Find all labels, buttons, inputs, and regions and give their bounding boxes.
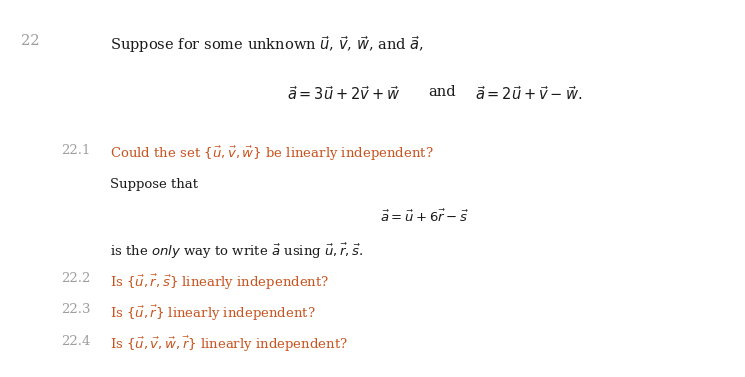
Text: Is $\{\vec{u}, \vec{r}\}$ linearly independent?: Is $\{\vec{u}, \vec{r}\}$ linearly indep… — [110, 303, 316, 323]
Text: 22.4: 22.4 — [61, 335, 90, 348]
Text: is the $\it{only}$ way to write $\vec{a}$ using $\vec{u}, \vec{r}, \vec{s}$.: is the $\it{only}$ way to write $\vec{a}… — [110, 241, 364, 261]
Text: Suppose that: Suppose that — [110, 178, 198, 191]
Text: $\vec{a} = 2\vec{u} + \vec{v} - \vec{w}.$: $\vec{a} = 2\vec{u} + \vec{v} - \vec{w}.… — [475, 85, 583, 103]
Text: 22.2: 22.2 — [61, 272, 90, 285]
Text: Suppose for some unknown $\vec{u}$, $\vec{v}$, $\vec{w}$, and $\vec{a}$,: Suppose for some unknown $\vec{u}$, $\ve… — [110, 34, 424, 55]
Text: Could the set $\{\vec{u}, \vec{v}, \vec{w}\}$ be linearly independent?: Could the set $\{\vec{u}, \vec{v}, \vec{… — [110, 144, 434, 163]
Text: 22.3: 22.3 — [61, 303, 91, 316]
Text: Is $\{\vec{u}, \vec{v}, \vec{w}, \vec{r}\}$ linearly independent?: Is $\{\vec{u}, \vec{v}, \vec{w}, \vec{r}… — [110, 335, 348, 354]
Text: 22: 22 — [21, 34, 39, 48]
Text: $\vec{a} = 3\vec{u} + 2\vec{v} + \vec{w}$: $\vec{a} = 3\vec{u} + 2\vec{v} + \vec{w}… — [287, 85, 400, 103]
Text: $\vec{a} = \vec{u} + 6\vec{r} - \vec{s}$: $\vec{a} = \vec{u} + 6\vec{r} - \vec{s}$ — [380, 208, 469, 225]
Text: 22.1: 22.1 — [61, 144, 90, 157]
Text: Is $\{\vec{u}, \vec{r}, \vec{s}\}$ linearly independent?: Is $\{\vec{u}, \vec{r}, \vec{s}\}$ linea… — [110, 272, 329, 291]
Text: and: and — [428, 85, 456, 99]
